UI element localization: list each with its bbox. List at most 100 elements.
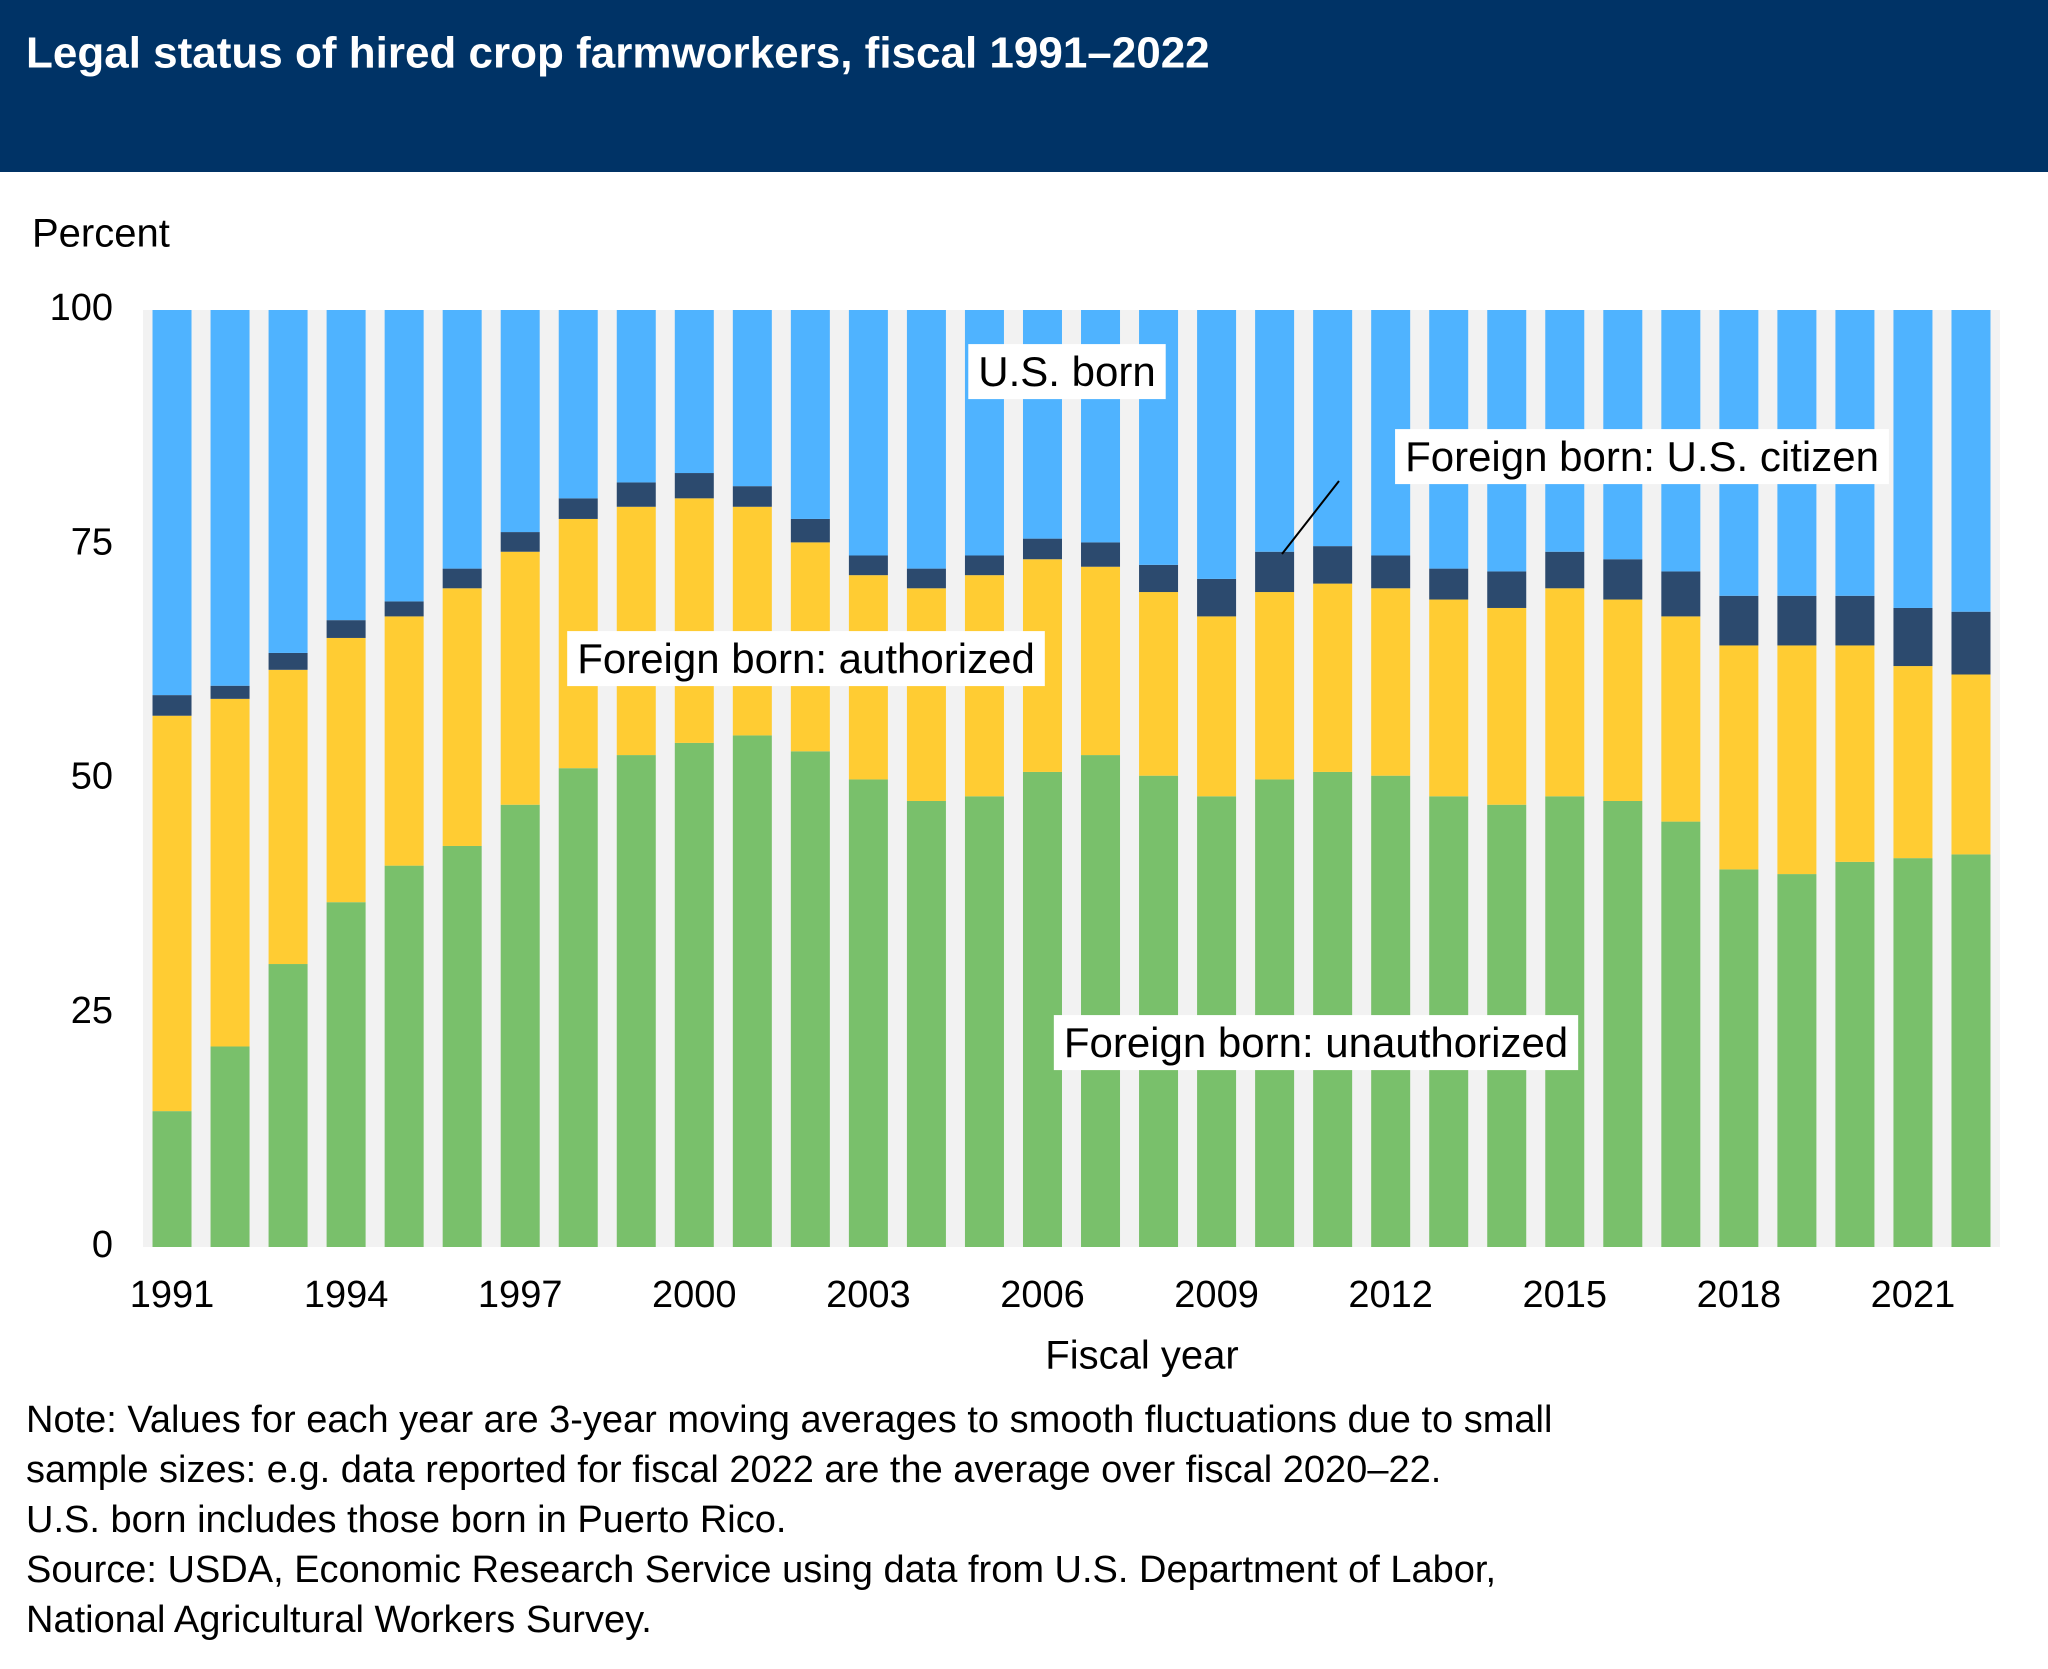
bar-segment (1197, 310, 1237, 579)
bar-segment (790, 751, 830, 1247)
bar-segment (1603, 599, 1643, 801)
bar-segment (1429, 599, 1469, 797)
bar-segment (1255, 310, 1295, 552)
bar-segment (1661, 571, 1701, 617)
bar-segment (558, 768, 598, 1247)
bar-segment (1139, 592, 1179, 776)
series-label: Foreign born: unauthorized (1064, 1019, 1568, 1066)
series-label-background (1053, 1015, 1579, 1071)
bar-segment (616, 310, 656, 483)
series-label-group: U.S. born (968, 344, 1166, 400)
bar-segment (1081, 755, 1121, 1247)
x-tick-label: 2018 (1697, 1274, 1782, 1316)
bar-segment (1197, 616, 1237, 797)
series-label: Foreign born: authorized (577, 635, 1035, 682)
bar-segment (848, 779, 888, 1247)
series-label: Foreign born: U.S. citizen (1405, 433, 1879, 480)
series-label: U.S. born (978, 348, 1155, 395)
bar-segment (1371, 555, 1411, 589)
bar-segment (1371, 588, 1411, 776)
bar-segment (442, 568, 482, 589)
bar-segment (500, 804, 540, 1247)
x-tick-label: 2015 (1522, 1274, 1607, 1316)
bar-segment (326, 310, 366, 621)
bar-segment (616, 506, 656, 756)
bar-segment (1835, 595, 1875, 646)
bar-segment (1835, 645, 1875, 862)
bar-segment (1661, 821, 1701, 1247)
bar-segment (1371, 775, 1411, 1247)
bar-segment (384, 310, 424, 602)
bar-segment (732, 735, 772, 1247)
bar-segment (1255, 779, 1295, 1247)
note-line: Note: Values for each year are 3-year mo… (26, 1399, 1552, 1441)
bar-segment (964, 796, 1004, 1247)
series-label-group: Foreign born: authorized (567, 631, 1045, 687)
bar-segment (152, 715, 192, 1112)
bar-segment (1255, 592, 1295, 780)
y-tick-label: 0 (92, 1224, 113, 1266)
bar-segment (848, 555, 888, 576)
bar-segment (1893, 607, 1933, 667)
bar-segment (268, 652, 308, 670)
bar-segment (674, 310, 714, 474)
x-tick-label: 2012 (1348, 1274, 1433, 1316)
bar-segment (616, 482, 656, 507)
y-tick-label: 50 (71, 756, 113, 798)
bar-segment (326, 902, 366, 1247)
bar-segment (500, 551, 540, 805)
bar-segment (1603, 559, 1643, 600)
note-line: sample sizes: e.g. data reported for fis… (26, 1449, 1441, 1491)
bar-segment (210, 698, 250, 1047)
bar-segment (732, 486, 772, 507)
bar-segment (1777, 874, 1817, 1247)
series-label-background (968, 344, 1166, 400)
x-tick-label: 2006 (1000, 1274, 1085, 1316)
bar-segment (384, 616, 424, 866)
bar-segment (1197, 578, 1237, 617)
bar-segment (1719, 869, 1759, 1247)
series-label-background (1395, 429, 1889, 485)
bar-segment (268, 964, 308, 1247)
bar-segment (152, 1111, 192, 1247)
bar-segment (1313, 310, 1353, 547)
x-tick-label: 2003 (826, 1274, 911, 1316)
header-band (0, 0, 2048, 172)
bar-segment (384, 601, 424, 617)
x-axis-label: Fiscal year (1045, 1334, 1238, 1378)
bar-segment (268, 310, 308, 653)
bar-segment (1661, 616, 1701, 822)
bar-segment (1487, 607, 1527, 805)
bar-segment (1893, 666, 1933, 859)
bar-segment (1951, 611, 1991, 675)
bar-segment (1081, 542, 1121, 567)
y-tick-label: 100 (50, 287, 113, 329)
bar-segment (732, 506, 772, 736)
x-tick-label: 2021 (1871, 1274, 1956, 1316)
bar-segment (1719, 645, 1759, 870)
bar-segment (152, 695, 192, 716)
bar-segment (964, 555, 1004, 576)
bar-segment (1313, 546, 1353, 584)
bar-segment (1313, 771, 1353, 1247)
bar-segment (1313, 583, 1353, 772)
bar-segment (326, 620, 366, 638)
bar-segment (1951, 310, 1991, 612)
bar-segment (558, 498, 598, 519)
bar-segment (442, 310, 482, 569)
bar-segment (1951, 674, 1991, 855)
bar-segment (1255, 551, 1295, 593)
bar-segment (1951, 854, 1991, 1247)
bar-segment (790, 518, 830, 543)
bar-segment (1777, 645, 1817, 875)
bar-segment (732, 310, 772, 487)
bar-segment (500, 310, 540, 533)
bar-segment (1777, 595, 1817, 646)
bar-segment (1835, 861, 1875, 1247)
bar-segment (1545, 588, 1585, 797)
bar-segment (1022, 538, 1062, 560)
bar-segment (268, 669, 308, 965)
bar-segment (906, 568, 946, 589)
bar-segment (500, 532, 540, 552)
